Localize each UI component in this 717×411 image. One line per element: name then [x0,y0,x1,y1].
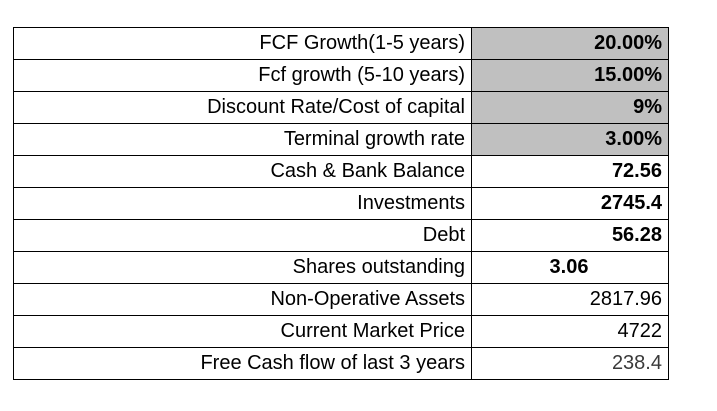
value-cell[interactable]: 4722 [471,315,669,348]
label-cell[interactable]: Current Market Price [13,315,472,348]
value-cell[interactable]: 20.00% [471,27,669,60]
value-cell[interactable]: 15.00% [471,59,669,92]
table-row-fcf-growth-1-5: FCF Growth(1-5 years) 20.00% [13,27,669,60]
label-cell[interactable]: Fcf growth (5-10 years) [13,59,472,92]
table-row-free-cash-flow: Free Cash flow of last 3 years 238.4 [13,347,669,380]
table-row-investments: Investments 2745.4 [13,187,669,220]
value-cell[interactable]: 56.28 [471,219,669,252]
label-cell[interactable]: Free Cash flow of last 3 years [13,347,472,380]
value-cell[interactable]: 2745.4 [471,187,669,220]
table-row-discount-rate: Discount Rate/Cost of capital 9% [13,91,669,124]
table-row-terminal-growth: Terminal growth rate 3.00% [13,123,669,156]
label-cell[interactable]: Non-Operative Assets [13,283,472,316]
table-row-debt: Debt 56.28 [13,219,669,252]
table-row-cash-bank: Cash & Bank Balance 72.56 [13,155,669,188]
value-cell[interactable]: 238.4 [471,347,669,380]
label-cell[interactable]: Debt [13,219,472,252]
label-cell[interactable]: FCF Growth(1-5 years) [13,27,472,60]
label-cell[interactable]: Cash & Bank Balance [13,155,472,188]
value-cell[interactable]: 3.00% [471,123,669,156]
label-cell[interactable]: Investments [13,187,472,220]
table-row-shares-outstanding: Shares outstanding 3.06 [13,251,669,284]
table-row-fcf-growth-5-10: Fcf growth (5-10 years) 15.00% [13,59,669,92]
label-cell[interactable]: Shares outstanding [13,251,472,284]
value-cell[interactable]: 2817.96 [471,283,669,316]
value-cell[interactable]: 3.06 [471,251,669,284]
value-cell[interactable]: 72.56 [471,155,669,188]
label-cell[interactable]: Terminal growth rate [13,123,472,156]
table-row-non-operative-assets: Non-Operative Assets 2817.96 [13,283,669,316]
table-row-current-market-price: Current Market Price 4722 [13,315,669,348]
label-cell[interactable]: Discount Rate/Cost of capital [13,91,472,124]
valuation-inputs-table: FCF Growth(1-5 years) 20.00% Fcf growth … [13,27,669,380]
value-cell[interactable]: 9% [471,91,669,124]
